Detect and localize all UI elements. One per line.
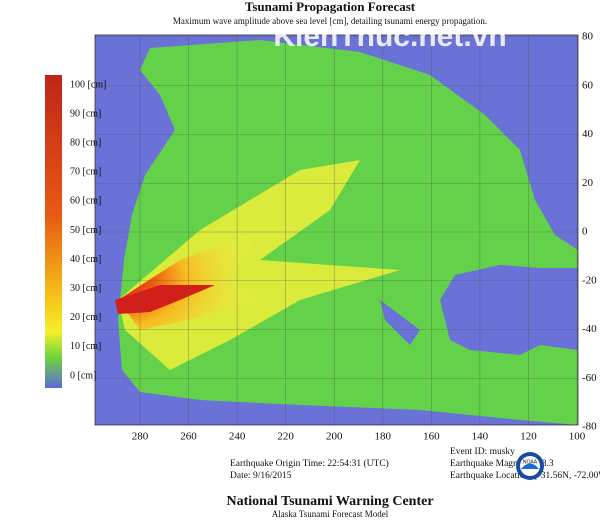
watermark: KienThuc.net.vn: [273, 20, 506, 53]
y-tick-label: 0: [582, 226, 588, 238]
subtitle: Maximum wave amplitude above sea level […: [173, 16, 487, 26]
x-tick-label: 160: [423, 431, 440, 443]
y-tick-label: 60: [582, 79, 594, 91]
legend-label: 0 [cm]: [70, 370, 96, 381]
y-tick-label: 20: [582, 177, 594, 189]
x-tick-label: 100: [569, 431, 586, 443]
legend-label: 40 [cm]: [70, 254, 101, 265]
x-tick-label: 240: [229, 431, 246, 443]
legend-label: 50 [cm]: [70, 225, 101, 236]
legend-label: 100 [cm]: [70, 79, 106, 90]
y-tick-label: -80: [582, 421, 597, 433]
y-tick-label: -60: [582, 372, 597, 384]
legend-label: 20 [cm]: [70, 312, 101, 323]
event-info: Earthquake Origin Time: 22:54:31 (UTC): [230, 458, 389, 469]
x-tick-label: 260: [180, 431, 197, 443]
event-info: Date: 9/16/2015: [230, 471, 292, 481]
x-tick-label: 180: [375, 431, 392, 443]
x-tick-label: 200: [326, 431, 343, 443]
x-tick-label: 120: [520, 431, 537, 443]
legend-label: 10 [cm]: [70, 341, 101, 352]
event-info: Event ID: musky: [450, 447, 515, 457]
x-tick-label: 140: [472, 431, 489, 443]
y-tick-label: 80: [582, 31, 594, 43]
new-zealand: [380, 300, 420, 345]
y-tick-label: 40: [582, 128, 594, 140]
title: Tsunami Propagation Forecast: [245, 0, 416, 14]
map: [95, 35, 578, 425]
legend-label: 70 [cm]: [70, 167, 101, 178]
legend-label: 90 [cm]: [70, 108, 101, 119]
footer-title: National Tsunami Warning Center: [226, 494, 433, 509]
map-frame: [94, 34, 579, 426]
legend-label: 30 [cm]: [70, 283, 101, 294]
x-tick-label: 280: [132, 431, 149, 443]
y-tick-label: -20: [582, 274, 597, 286]
legend-label: 80 [cm]: [70, 137, 101, 148]
x-tick-label: 220: [277, 431, 294, 443]
noaa-logo: NOAA: [516, 452, 544, 480]
footer-subtitle: Alaska Tsunami Forecast Model: [272, 509, 389, 519]
legend-label: 60 [cm]: [70, 196, 101, 207]
logo-text: NOAA: [523, 459, 538, 465]
australia: [440, 272, 545, 345]
event-info: Earthquake Magnitude: 8.3: [450, 459, 554, 469]
colorbar: [45, 75, 62, 388]
y-tick-label: -40: [582, 323, 597, 335]
